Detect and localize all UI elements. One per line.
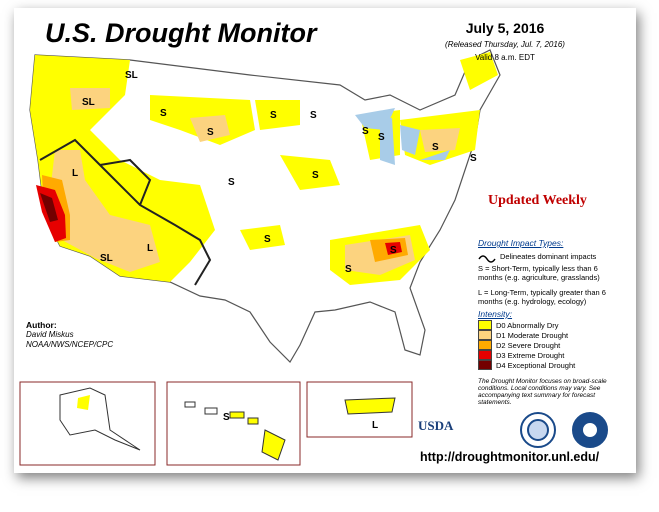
impact-line-label: Delineates dominant impacts	[500, 252, 597, 261]
map-label: SL	[100, 253, 113, 264]
note: The Drought Monitor focuses on broad-sca…	[478, 378, 607, 406]
map-label: L	[72, 168, 79, 179]
map-label: L	[147, 243, 154, 254]
map-label: S	[160, 108, 167, 119]
impact-long: L = Long-Term, typically greater than 6 …	[478, 288, 606, 306]
legend-label: D0 Abnormally Dry	[496, 320, 559, 330]
legend-item: D1 Moderate Drought	[478, 330, 575, 340]
lakes	[355, 108, 450, 165]
map-label: S	[390, 245, 397, 256]
puerto-rico	[344, 397, 396, 415]
author-org: NOAA/NWS/NCEP/CPC	[26, 340, 114, 349]
legend-label: D3 Extreme Drought	[496, 350, 565, 360]
map-label: S	[207, 127, 214, 138]
legend-item: D2 Severe Drought	[478, 340, 575, 350]
author-name: David Miskus	[26, 330, 74, 339]
legend-label: D4 Exceptional Drought	[496, 360, 576, 370]
legend-item: D0 Abnormally Dry	[478, 320, 575, 330]
title: U.S. Drought Monitor	[45, 18, 317, 48]
map-label: S	[312, 170, 319, 181]
legend-item: D4 Exceptional Drought	[478, 360, 575, 370]
legend-label: D2 Severe Drought	[496, 340, 561, 350]
map-label: S	[310, 110, 317, 121]
agency-seals	[520, 412, 608, 448]
impact-line	[39, 138, 212, 286]
legend-line-sample	[478, 255, 496, 263]
url: http://droughtmonitor.unl.edu/	[420, 450, 600, 464]
map-label: S	[223, 412, 230, 423]
map-label: SL	[82, 97, 95, 108]
map-label: S	[470, 153, 477, 164]
updated: Updated Weekly	[488, 193, 587, 208]
intensity-heading: Intensity:	[478, 309, 513, 319]
legend-swatch	[478, 360, 492, 370]
map-label: S	[378, 132, 385, 143]
map-label: S	[270, 110, 277, 121]
legend-swatch	[478, 320, 492, 330]
impact-heading: Drought Impact Types:	[478, 238, 564, 248]
legend-swatch	[478, 330, 492, 340]
alaska-dry	[77, 395, 90, 410]
hawaii	[184, 401, 286, 461]
date: July 5, 2016	[465, 20, 545, 36]
usda-logo: USDA	[418, 418, 454, 433]
legend-swatch	[478, 350, 492, 360]
map-label: S	[362, 126, 369, 137]
legend-item: D3 Extreme Drought	[478, 350, 575, 360]
valid: Valid 8 a.m. EDT	[475, 53, 535, 62]
drought-areas	[30, 52, 498, 285]
map-label: SL	[125, 70, 138, 81]
intensity-legend: D0 Abnormally Dry D1 Moderate Drought D2 S…	[478, 320, 575, 370]
legend-label: D1 Moderate Drought	[496, 330, 569, 340]
impact-short: S = Short-Term, typically less than 6 mo…	[478, 264, 600, 282]
released: (Released Thursday, Jul. 7, 2016)	[445, 40, 565, 49]
map-label: S	[345, 264, 352, 275]
map-label: S	[432, 142, 439, 153]
map-label: S	[264, 234, 271, 245]
legend-swatch	[478, 340, 492, 350]
author-heading: Author:	[26, 320, 57, 330]
map-label: L	[372, 420, 379, 431]
map-label: S	[228, 177, 235, 188]
